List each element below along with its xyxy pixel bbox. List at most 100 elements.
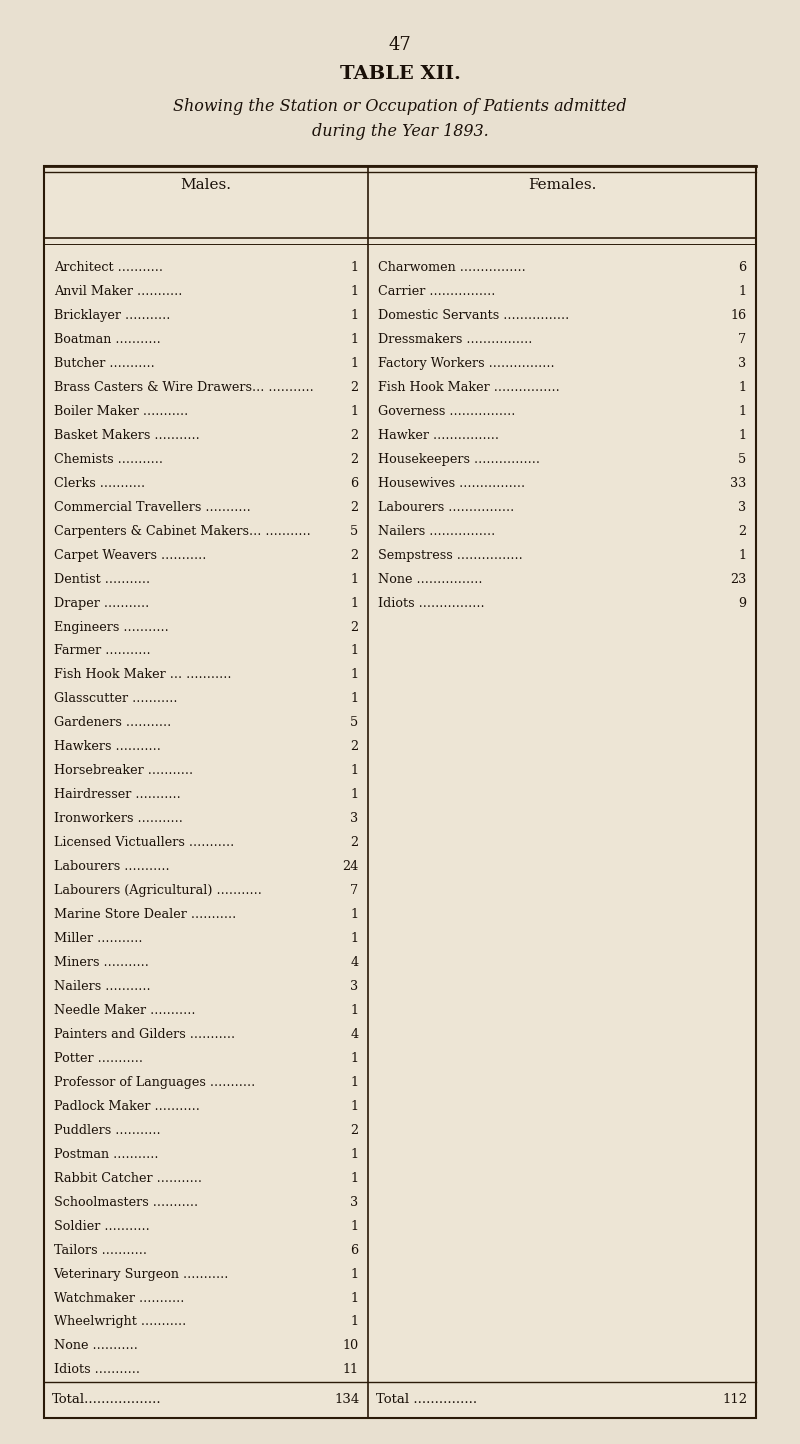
Text: Tailors ...........: Tailors ...........	[54, 1243, 146, 1256]
Text: 47: 47	[389, 36, 411, 53]
Text: 6: 6	[738, 261, 746, 274]
Text: 1: 1	[350, 357, 358, 370]
Text: 23: 23	[730, 573, 746, 586]
Text: Factory Workers ................: Factory Workers ................	[378, 357, 554, 370]
Text: 134: 134	[334, 1393, 360, 1406]
Text: 1: 1	[350, 334, 358, 347]
Text: Rabbit Catcher ...........: Rabbit Catcher ...........	[54, 1171, 202, 1184]
Text: Glasscutter ...........: Glasscutter ...........	[54, 693, 177, 706]
Text: 5: 5	[350, 716, 358, 729]
Text: Postman ...........: Postman ...........	[54, 1148, 158, 1161]
Text: Total..................: Total..................	[52, 1393, 162, 1406]
Text: 1: 1	[350, 1004, 358, 1017]
Text: 4: 4	[350, 1028, 358, 1041]
Text: 24: 24	[342, 861, 358, 874]
Text: Professor of Languages ...........: Professor of Languages ...........	[54, 1076, 255, 1089]
Text: Veterinary Surgeon ...........: Veterinary Surgeon ...........	[54, 1268, 229, 1281]
Text: 4: 4	[350, 956, 358, 969]
Text: 1: 1	[350, 1315, 358, 1328]
Text: Fish Hook Maker ... ...........: Fish Hook Maker ... ...........	[54, 669, 231, 682]
Text: None ...........: None ...........	[54, 1340, 138, 1353]
Text: Dressmakers ................: Dressmakers ................	[378, 334, 532, 347]
Text: Engineers ...........: Engineers ...........	[54, 621, 168, 634]
Text: 16: 16	[730, 309, 746, 322]
Text: 7: 7	[350, 884, 358, 897]
Text: Fish Hook Maker ................: Fish Hook Maker ................	[378, 381, 559, 394]
Text: 1: 1	[350, 764, 358, 777]
Text: 2: 2	[350, 1123, 358, 1136]
Text: Horsebreaker ...........: Horsebreaker ...........	[54, 764, 193, 777]
Text: 1: 1	[738, 284, 746, 297]
Text: Puddlers ...........: Puddlers ...........	[54, 1123, 160, 1136]
Text: 3: 3	[350, 980, 358, 993]
Text: Draper ...........: Draper ...........	[54, 596, 149, 609]
Text: Marine Store Dealer ...........: Marine Store Dealer ...........	[54, 908, 236, 921]
Text: 2: 2	[350, 549, 358, 562]
Text: 3: 3	[738, 501, 746, 514]
Text: Dentist ...........: Dentist ...........	[54, 573, 150, 586]
Text: 10: 10	[342, 1340, 358, 1353]
Text: Labourers ................: Labourers ................	[378, 501, 514, 514]
Text: Carpet Weavers ...........: Carpet Weavers ...........	[54, 549, 206, 562]
Text: Carrier ................: Carrier ................	[378, 284, 495, 297]
Text: Hawkers ...........: Hawkers ...........	[54, 741, 161, 754]
Text: 9: 9	[738, 596, 746, 609]
Text: 2: 2	[350, 836, 358, 849]
Text: 2: 2	[350, 621, 358, 634]
Text: Sempstress ................: Sempstress ................	[378, 549, 522, 562]
Text: Labourers ...........: Labourers ...........	[54, 861, 170, 874]
Text: Idiots ................: Idiots ................	[378, 596, 484, 609]
Text: 1: 1	[350, 284, 358, 297]
Text: 1: 1	[350, 1171, 358, 1184]
Text: 1: 1	[350, 669, 358, 682]
Text: Basket Makers ...........: Basket Makers ...........	[54, 429, 199, 442]
Text: Miller ...........: Miller ...........	[54, 931, 142, 944]
Text: 1: 1	[350, 1291, 358, 1304]
Text: Miners ...........: Miners ...........	[54, 956, 149, 969]
Text: 1: 1	[350, 1220, 358, 1233]
Text: Wheelwright ...........: Wheelwright ...........	[54, 1315, 186, 1328]
Text: 1: 1	[350, 404, 358, 417]
Text: 5: 5	[738, 453, 746, 466]
Text: Commercial Travellers ...........: Commercial Travellers ...........	[54, 501, 250, 514]
Text: Boatman ...........: Boatman ...........	[54, 334, 160, 347]
Text: 1: 1	[350, 1076, 358, 1089]
Text: Charwomen ................: Charwomen ................	[378, 261, 526, 274]
Text: Idiots ...........: Idiots ...........	[54, 1363, 139, 1376]
Text: 1: 1	[738, 381, 746, 394]
Text: Chemists ...........: Chemists ...........	[54, 453, 162, 466]
Text: Licensed Victuallers ...........: Licensed Victuallers ...........	[54, 836, 234, 849]
Text: Butcher ...........: Butcher ...........	[54, 357, 154, 370]
Text: Showing the Station or Occupation of Patients admitted
during the Year 1893.: Showing the Station or Occupation of Pat…	[173, 98, 627, 140]
Text: 1: 1	[350, 309, 358, 322]
Text: 1: 1	[350, 1100, 358, 1113]
Text: Nailers ...........: Nailers ...........	[54, 980, 150, 993]
Text: 1: 1	[350, 1268, 358, 1281]
Text: 2: 2	[350, 741, 358, 754]
Text: Ironworkers ...........: Ironworkers ...........	[54, 812, 182, 826]
Text: Total ...............: Total ...............	[376, 1393, 477, 1406]
Text: 1: 1	[350, 1051, 358, 1064]
Text: 11: 11	[342, 1363, 358, 1376]
Text: 1: 1	[350, 693, 358, 706]
Text: Painters and Gilders ...........: Painters and Gilders ...........	[54, 1028, 234, 1041]
Text: 1: 1	[350, 596, 358, 609]
FancyBboxPatch shape	[44, 166, 756, 1418]
Text: Watchmaker ...........: Watchmaker ...........	[54, 1291, 184, 1304]
Text: Farmer ...........: Farmer ...........	[54, 644, 150, 657]
Text: Females.: Females.	[528, 178, 596, 192]
Text: 2: 2	[738, 524, 746, 537]
Text: Boiler Maker ...........: Boiler Maker ...........	[54, 404, 188, 417]
Text: None ................: None ................	[378, 573, 482, 586]
Text: 1: 1	[350, 644, 358, 657]
Text: Domestic Servants ................: Domestic Servants ................	[378, 309, 569, 322]
Text: 3: 3	[350, 812, 358, 826]
Text: 1: 1	[350, 573, 358, 586]
Text: 2: 2	[350, 501, 358, 514]
Text: Architect ...........: Architect ...........	[54, 261, 162, 274]
Text: 3: 3	[738, 357, 746, 370]
Text: 7: 7	[738, 334, 746, 347]
Text: Hawker ................: Hawker ................	[378, 429, 498, 442]
Text: 2: 2	[350, 429, 358, 442]
Text: 1: 1	[350, 788, 358, 801]
